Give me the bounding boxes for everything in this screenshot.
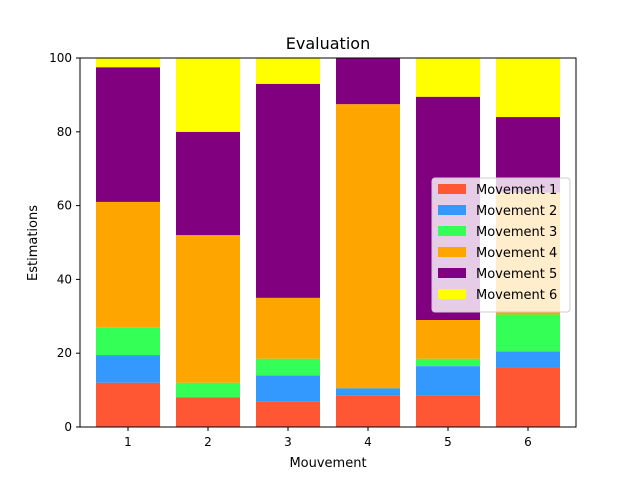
y-tick-label: 0: [64, 420, 72, 434]
bar-segment-cat5-series3: [416, 358, 480, 367]
bar-segment-cat4-series1: [336, 395, 400, 427]
y-axis: 0 20 40 60 80 100: [49, 51, 80, 434]
x-tick-label: 4: [364, 435, 372, 449]
legend-swatch-series1: [438, 184, 466, 194]
x-axis-label: Mouvement: [289, 456, 366, 471]
y-axis-label: Estimations: [26, 205, 41, 281]
y-tick-label: 100: [49, 51, 72, 65]
bar-segment-cat4-series2: [336, 388, 400, 396]
bar-segment-cat4-series4: [336, 104, 400, 389]
bar-segment-cat2-series6: [176, 58, 240, 132]
y-tick-label: 60: [57, 199, 72, 213]
bar-segment-cat1-series1: [96, 382, 160, 427]
legend-label-series6: Movement 6: [476, 288, 557, 303]
bar-segment-cat3-series3: [256, 358, 320, 376]
x-tick-label: 5: [444, 435, 452, 449]
bars-group: [96, 58, 560, 427]
legend-label-series5: Movement 5: [476, 267, 557, 282]
bar-segment-cat5-series6: [416, 58, 480, 97]
bar-segment-cat6-series2: [496, 351, 560, 368]
bar-segment-cat5-series4: [416, 319, 480, 359]
bar-segment-cat1-series3: [96, 327, 160, 356]
legend: Movement 1 Movement 2 Movement 3 Movement 4…: [431, 177, 571, 313]
y-tick-label: 20: [57, 346, 72, 360]
plot-frame: [79, 57, 577, 428]
bar-segment-cat2-series5: [176, 131, 240, 236]
x-tick-label: 6: [524, 435, 532, 449]
legend-swatch-series4: [438, 247, 466, 257]
bar-segment-cat3-series4: [256, 297, 320, 359]
bar-segment-cat2-series4: [176, 235, 240, 383]
bar-segment-cat3-series5: [256, 83, 320, 298]
bar-segment-cat3-series2: [256, 375, 320, 402]
legend-label-series4: Movement 4: [476, 246, 557, 261]
bar-segment-cat6-series3: [496, 314, 560, 352]
chart-title: Evaluation: [286, 34, 370, 53]
bar-segment-cat3-series1: [256, 401, 320, 427]
bar-segment-cat6-series6: [496, 58, 560, 118]
x-tick-label: 3: [284, 435, 292, 449]
bar-segment-cat1-series5: [96, 67, 160, 202]
legend-swatch-series3: [438, 226, 466, 236]
legend-swatch-series5: [438, 268, 466, 278]
legend-swatch-series6: [438, 289, 466, 299]
legend-swatch-series2: [438, 205, 466, 215]
bar-segment-cat1-series2: [96, 355, 160, 383]
bar-segment-cat4-series5: [336, 58, 400, 105]
y-tick-label: 80: [57, 125, 72, 139]
legend-box: [431, 177, 571, 313]
bar-segment-cat5-series1: [416, 395, 480, 427]
bar-segment-cat2-series3: [176, 382, 240, 398]
x-axis: 1 2 3 4 5 6: [124, 427, 532, 449]
legend-label-series2: Movement 2: [476, 204, 557, 219]
x-tick-label: 2: [204, 435, 212, 449]
bar-segment-cat1-series4: [96, 201, 160, 328]
x-tick-label: 1: [124, 435, 132, 449]
bar-segment-cat1-series6: [96, 58, 160, 68]
y-tick-label: 40: [57, 272, 72, 286]
legend-label-series3: Movement 3: [476, 225, 557, 240]
bar-segment-cat6-series1: [496, 367, 560, 427]
bar-segment-cat3-series6: [256, 58, 320, 84]
bar-segment-cat5-series2: [416, 366, 480, 396]
bar-segment-cat2-series1: [176, 397, 240, 427]
legend-label-series1: Movement 1: [476, 183, 557, 198]
